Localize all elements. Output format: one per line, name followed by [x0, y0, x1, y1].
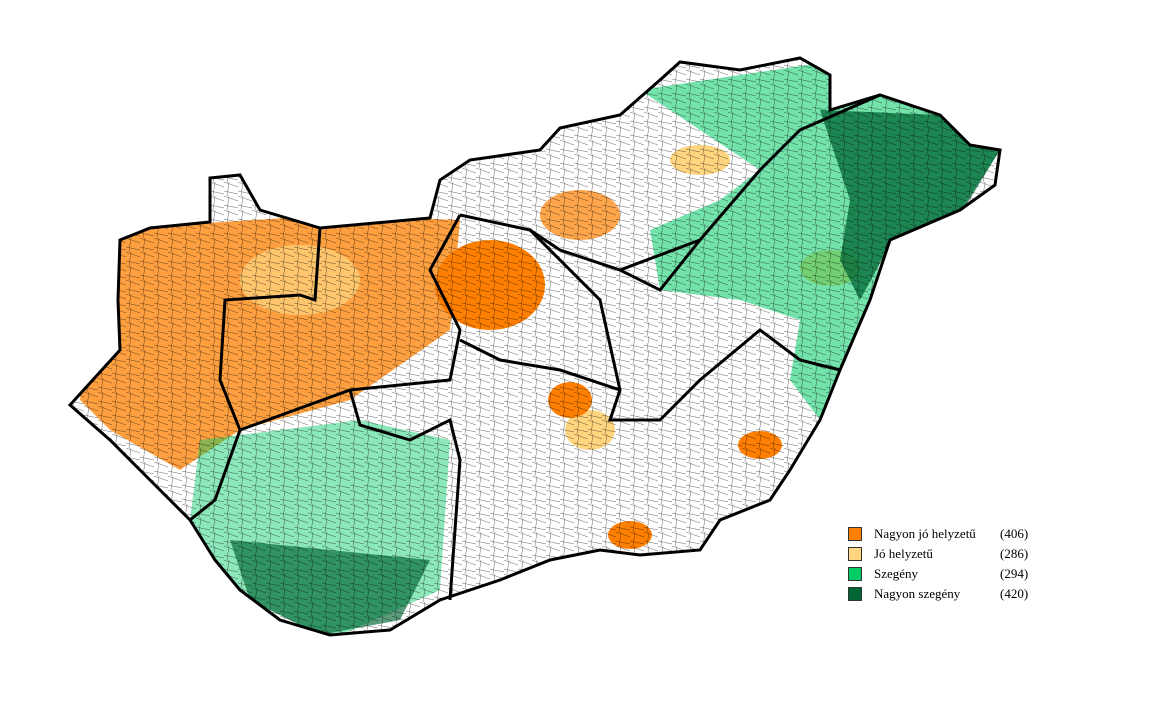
- legend-swatch: [848, 527, 862, 541]
- legend-count: (406): [1000, 526, 1029, 541]
- legend-item: Jó helyzetű (286): [848, 544, 1028, 564]
- legend-label: Szegény: [874, 566, 919, 581]
- legend: Nagyon jó helyzetű (406) Jó helyzetű (286) S…: [848, 524, 1028, 604]
- legend-swatch: [848, 547, 862, 561]
- legend-label: Nagyon jó helyzetű: [874, 526, 976, 541]
- legend-item: Szegény (294): [848, 564, 1028, 584]
- legend-count: (420): [1000, 586, 1029, 601]
- legend-count: (294): [1000, 566, 1029, 581]
- legend-item: Nagyon szegény (420): [848, 584, 1028, 604]
- legend-label: Nagyon szegény: [874, 586, 961, 601]
- legend-swatch: [848, 587, 862, 601]
- legend-swatch: [848, 567, 862, 581]
- legend-count: (286): [1000, 546, 1029, 561]
- legend-item: Nagyon jó helyzetű (406): [848, 524, 1028, 544]
- county-borders: [68, 56, 1002, 637]
- legend-label: Jó helyzetű: [874, 546, 933, 561]
